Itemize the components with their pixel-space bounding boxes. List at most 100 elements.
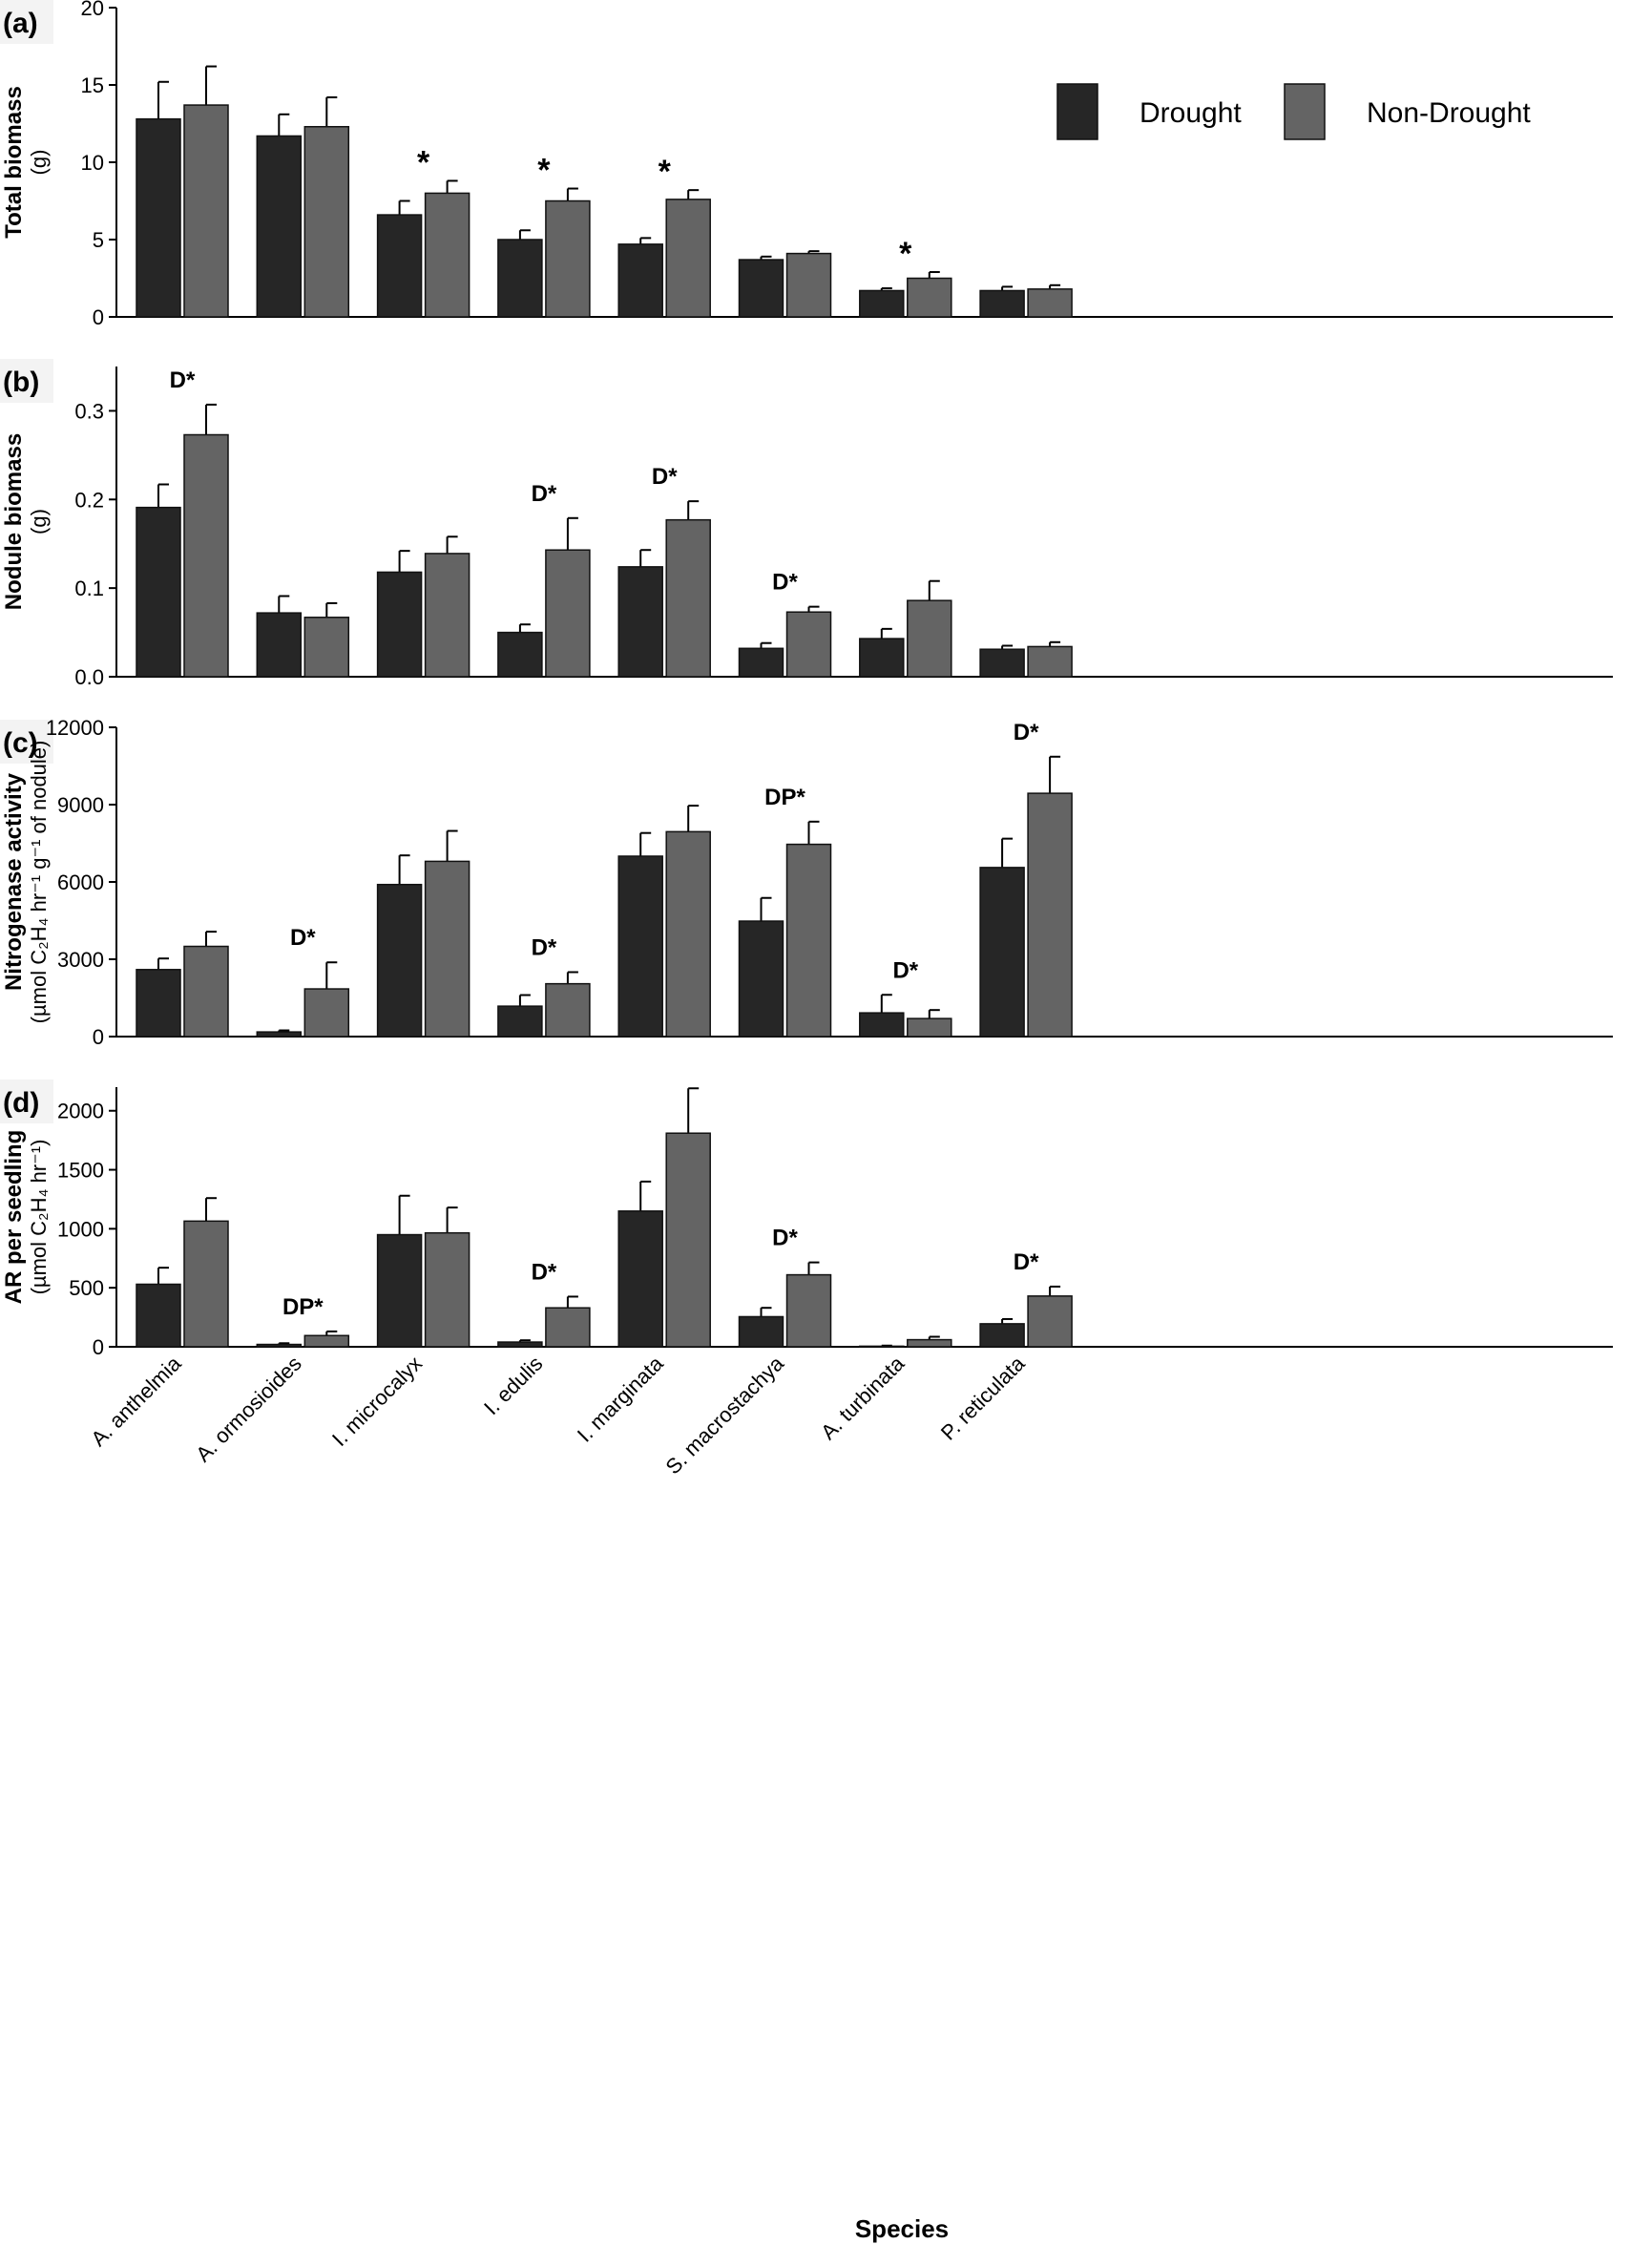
y-tick-label: 0: [93, 1335, 104, 1359]
bar-non-drought: [545, 982, 591, 1038]
bar-non-drought: [424, 553, 471, 678]
bar-drought: [738, 1315, 784, 1348]
bar-non-drought: [424, 1231, 471, 1348]
bar-drought: [617, 243, 663, 318]
legend: Drought Non-Drought: [1056, 83, 1531, 140]
bar-drought: [979, 289, 1025, 318]
x-tick-label: I. microcalyx: [327, 1352, 427, 1451]
bar-drought: [979, 1323, 1025, 1348]
bar-non-drought: [1027, 645, 1073, 678]
panel-2: (b) 0.0 0.1 0.2 0.3 Nodule biomass (g) D* D* D* D*: [0, 359, 1613, 689]
significance-label: D*: [170, 367, 196, 393]
y-axis-unit: (g): [27, 150, 51, 176]
bar-non-drought: [303, 1334, 350, 1348]
bar-non-drought: [183, 433, 229, 678]
x-tick-label: I. marginata: [573, 1351, 668, 1446]
panel-label-backdrop: [0, 359, 53, 403]
panel-label-backdrop: [0, 0, 53, 44]
bar-drought: [256, 135, 303, 318]
bar-drought: [859, 289, 905, 318]
significance-label: D*: [1014, 720, 1039, 745]
x-tick-label: A. anthelmia: [86, 1351, 186, 1451]
y-axis-unit: (g): [27, 509, 51, 535]
bar-non-drought: [785, 252, 832, 318]
bar-non-drought: [665, 518, 711, 678]
y-tick-label: 9000: [57, 793, 104, 817]
bar-non-drought: [785, 611, 832, 678]
bar-non-drought: [183, 1220, 229, 1348]
bar-drought: [256, 1031, 303, 1038]
bar-drought: [979, 648, 1025, 678]
x-tick-label: A. turbinata: [816, 1351, 910, 1444]
bar-drought: [376, 883, 423, 1038]
bar-drought: [376, 214, 423, 318]
y-tick-label: 2000: [57, 1100, 104, 1123]
legend-swatch: [1284, 83, 1326, 140]
bar-non-drought: [183, 104, 229, 318]
significance-label: D*: [892, 957, 918, 983]
y-tick-label: 0.0: [74, 665, 104, 689]
y-tick-label: 15: [81, 73, 104, 97]
bar-drought: [497, 1341, 543, 1348]
significance-label: D*: [290, 925, 316, 951]
legend-label: Non-Drought: [1367, 97, 1531, 129]
significance-label: DP*: [282, 1294, 324, 1320]
significance-label: *: [659, 154, 672, 190]
panel-label: (c): [3, 727, 38, 759]
bar-non-drought: [1027, 288, 1073, 318]
bar-drought: [859, 1012, 905, 1038]
bar-drought: [617, 1210, 663, 1348]
y-tick-label: 0: [93, 1025, 104, 1049]
bar-non-drought: [907, 277, 952, 318]
y-tick-label: 10: [81, 151, 104, 175]
bar-non-drought: [303, 988, 350, 1038]
y-tick-label: 0: [93, 305, 104, 329]
y-axis-title: Nitrogenase activity: [1, 772, 27, 991]
panel-label-backdrop: [0, 1080, 53, 1123]
bar-non-drought: [1027, 792, 1073, 1038]
y-tick-label: 0.3: [74, 399, 104, 423]
panel-label: (a): [3, 8, 38, 39]
panel-1: (a) 0 5 10 15 20 Total biomass (g) * * * *: [0, 0, 1613, 329]
bar-non-drought: [303, 617, 350, 678]
legend-swatch: [1056, 83, 1098, 140]
bar-drought: [256, 612, 303, 678]
bar-non-drought: [665, 1132, 711, 1348]
y-tick-label: 1500: [57, 1159, 104, 1183]
y-axis-unit: (µmol C₂H₄ hr⁻¹): [27, 1140, 51, 1295]
x-tick-label: P. reticulata: [936, 1351, 1030, 1444]
bar-non-drought: [665, 199, 711, 318]
bar-non-drought: [785, 1273, 832, 1348]
y-tick-label: 0.1: [74, 577, 104, 600]
y-tick-label: 6000: [57, 870, 104, 894]
y-tick-label: 5: [93, 228, 104, 252]
x-axis-category-labels: A. anthelmia A. ormosioides I. microcalyx I…: [86, 1351, 1030, 1479]
significance-label: D*: [772, 570, 798, 596]
y-tick-label: 500: [69, 1276, 104, 1300]
x-tick-label: A. ormosioides: [191, 1352, 306, 1467]
significance-label: *: [899, 236, 912, 272]
significance-label: D*: [532, 935, 557, 961]
bar-non-drought: [665, 830, 711, 1038]
bar-drought: [738, 647, 784, 678]
panel-label: (b): [3, 367, 39, 398]
bar-non-drought: [785, 843, 832, 1038]
y-tick-label: 12000: [46, 716, 104, 740]
significance-label: DP*: [764, 785, 805, 810]
x-tick-label: S. macrostachya: [661, 1351, 789, 1479]
bar-drought: [376, 571, 423, 678]
legend-label: Drought: [1140, 97, 1242, 129]
panel-4: (d) 0 500 1000 1500 2000 AR per seedling (µmol …: [0, 1080, 1613, 1359]
bar-non-drought: [424, 192, 471, 318]
bar-drought: [136, 1283, 181, 1348]
bar-non-drought: [907, 1017, 952, 1038]
y-axis-title: Nodule biomass: [1, 433, 27, 610]
bar-drought: [617, 855, 663, 1038]
y-axis-title: AR per seedling: [1, 1130, 27, 1305]
bar-drought: [136, 117, 181, 318]
significance-label: D*: [652, 464, 678, 490]
significance-label: D*: [532, 481, 557, 507]
bar-non-drought: [303, 125, 350, 318]
bar-drought: [136, 506, 181, 678]
